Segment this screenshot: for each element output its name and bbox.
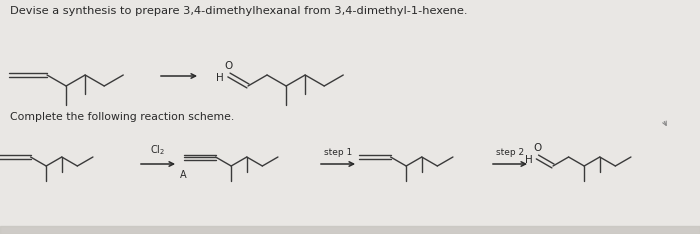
Bar — [0, 226, 700, 234]
Text: Complete the following reaction scheme.: Complete the following reaction scheme. — [10, 112, 235, 122]
Text: step 1: step 1 — [324, 148, 352, 157]
Text: O: O — [533, 143, 542, 153]
Text: H: H — [525, 155, 533, 165]
Text: Cl$_2$: Cl$_2$ — [150, 143, 166, 157]
Text: O: O — [225, 61, 233, 71]
Text: step 2: step 2 — [496, 148, 524, 157]
Text: A: A — [180, 170, 187, 180]
Text: Devise a synthesis to prepare 3,4-dimethylhexanal from 3,4-dimethyl-1-hexene.: Devise a synthesis to prepare 3,4-dimeth… — [10, 6, 468, 16]
Text: H: H — [216, 73, 224, 83]
